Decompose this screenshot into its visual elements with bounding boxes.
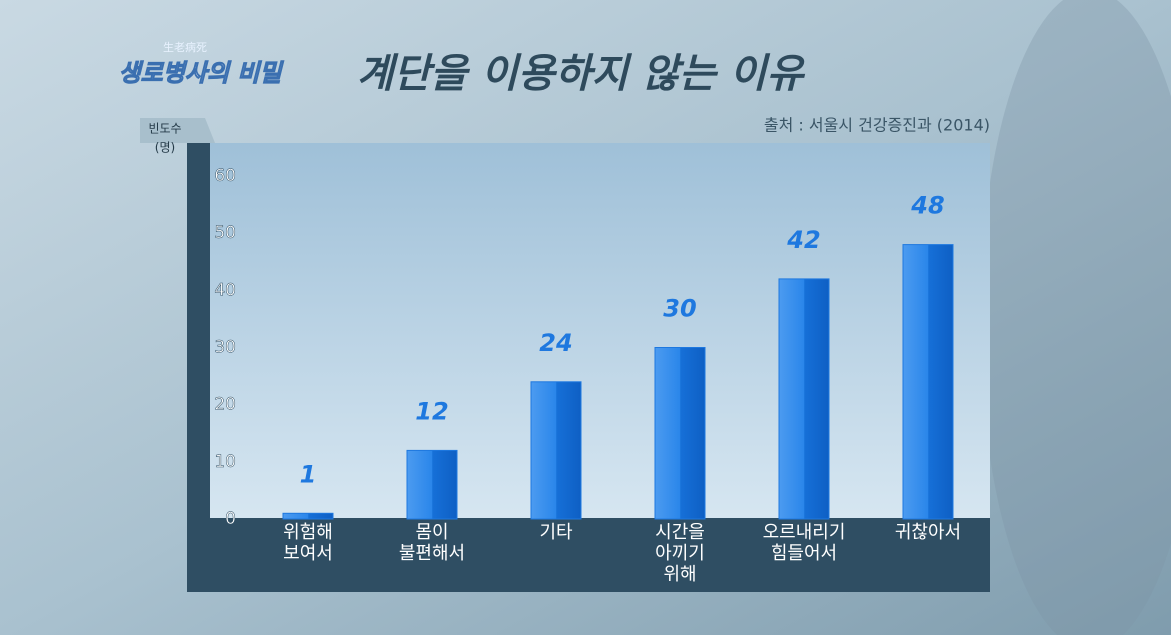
value-label: 42 (786, 226, 820, 254)
plot-area (210, 143, 990, 518)
y-tick-label: 20 (214, 395, 236, 415)
bar (530, 381, 582, 520)
logo-title: 생로병사의 비밀 (119, 59, 285, 87)
value-label: 30 (663, 295, 696, 323)
x-tick-label: 몸이 불편해서 (399, 522, 465, 564)
bar (654, 347, 706, 520)
y-axis-label: 빈도수 (148, 122, 181, 136)
chart-title: 계단을 이용하지 않는 이유 (357, 51, 806, 97)
y-tick-label: 40 (214, 280, 236, 300)
y-tick-label: 50 (214, 223, 236, 243)
x-tick-label: 위험해 보여서 (283, 522, 333, 564)
bar (282, 512, 334, 520)
bar (406, 449, 458, 520)
value-label: 1 (300, 460, 317, 488)
x-tick-label: 시간을 아끼기 위해 (655, 522, 705, 585)
y-tick-label: 0 (225, 509, 236, 529)
ylabel-tab (140, 118, 215, 143)
silhouette (980, 0, 1171, 639)
y-tick-label: 10 (214, 452, 236, 472)
y-tick-label: 30 (214, 338, 236, 358)
bar (902, 244, 954, 520)
value-label: 48 (910, 192, 944, 220)
value-label: 24 (539, 329, 572, 357)
y-tick-label: 60 (214, 166, 236, 186)
y-axis-label: (명) (155, 141, 175, 155)
bar (778, 278, 830, 520)
x-tick-label: 귀찮아서 (895, 522, 961, 543)
x-tick-label: 기타 (539, 522, 573, 543)
logo-hanja: 生老病死 (163, 40, 207, 54)
x-tick-label: 오르내리기 힘들어서 (763, 522, 846, 564)
source: 출처 : 서울시 건강증진과 (2014) (764, 116, 990, 135)
value-label: 12 (415, 397, 448, 425)
